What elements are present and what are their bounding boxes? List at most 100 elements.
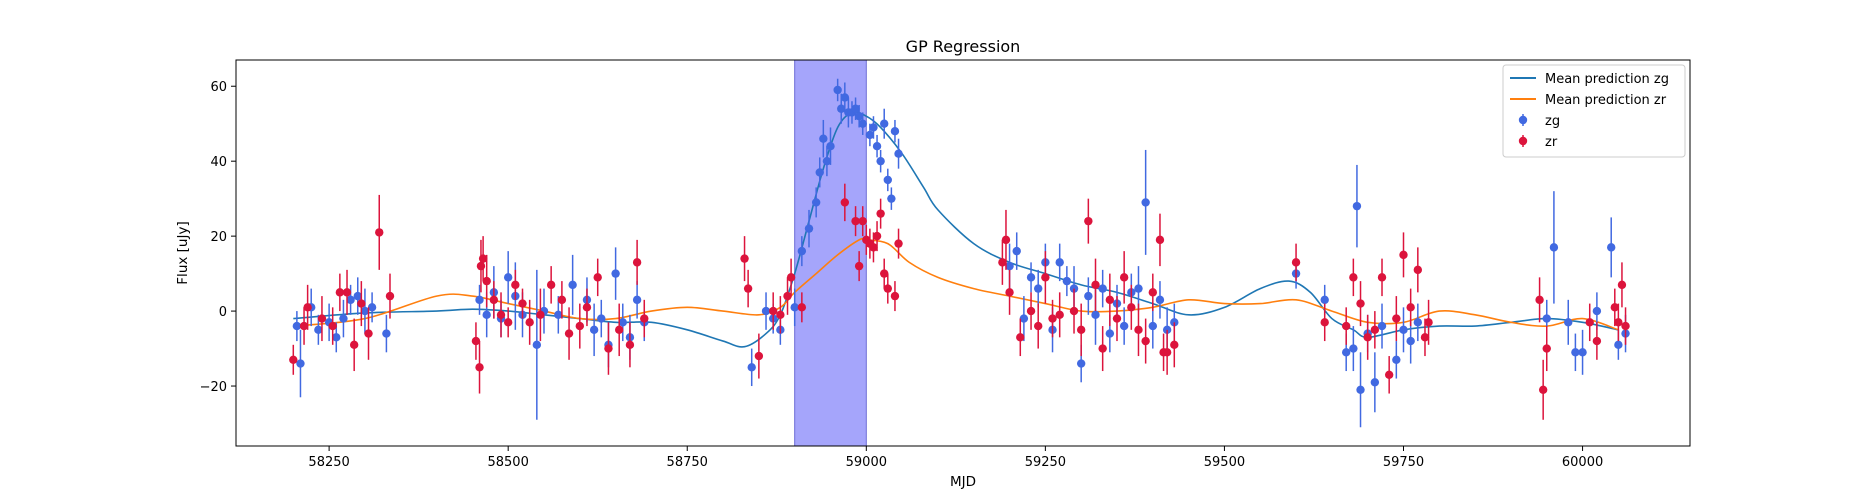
data-point-zr	[375, 228, 384, 237]
data-point-zr	[1134, 325, 1143, 335]
data-point-zr	[880, 269, 889, 278]
data-point-zr	[1413, 265, 1423, 275]
legend-item-mean-prediction-zr: Mean prediction zr	[1510, 93, 1667, 108]
data-point-zg	[761, 306, 771, 316]
legend-label: zr	[1545, 135, 1558, 150]
data-point-zg	[1578, 348, 1587, 357]
data-point-zg	[618, 318, 627, 327]
data-point-zg	[1413, 318, 1423, 327]
data-point-zr	[385, 291, 395, 301]
legend-item-zr: zr	[1518, 135, 1558, 150]
data-point-zr	[1041, 273, 1050, 282]
data-point-zg	[1141, 198, 1150, 207]
data-point-zr	[1420, 333, 1430, 342]
data-point-zg	[503, 273, 513, 282]
data-point-zg	[887, 194, 896, 203]
data-point-zr	[525, 318, 534, 327]
data-point-zr	[754, 351, 764, 361]
legend-item-mean-prediction-zg: Mean prediction zg	[1510, 72, 1669, 87]
data-point-zr	[564, 329, 574, 338]
data-point-zg	[865, 130, 875, 140]
data-point-zg	[360, 306, 370, 316]
data-point-zr	[998, 258, 1007, 267]
data-point-zg	[819, 134, 828, 143]
data-point-zg	[1170, 318, 1179, 327]
data-point-zg	[532, 340, 542, 350]
data-point-zg	[1091, 310, 1100, 320]
x-tick-label: 59250	[1025, 455, 1066, 470]
data-point-zr	[1084, 216, 1093, 226]
data-point-zg	[811, 198, 821, 207]
data-point-zr	[1535, 295, 1544, 305]
data-point-zr	[1585, 318, 1594, 327]
data-point-zg	[346, 295, 355, 305]
data-point-zg	[872, 141, 882, 151]
x-tick-label: 59500	[1204, 455, 1245, 470]
data-point-zr	[1621, 321, 1630, 331]
data-point-zg	[880, 119, 889, 128]
data-point-zg	[1084, 291, 1093, 301]
data-point-zr	[1320, 318, 1329, 327]
data-point-zr	[1155, 235, 1165, 245]
data-point-zr	[632, 258, 642, 267]
data-point-zg	[883, 175, 892, 185]
chart-title: GP Regression	[906, 37, 1021, 56]
data-point-zr	[557, 295, 567, 305]
data-point-zr	[869, 243, 878, 252]
data-point-zr	[593, 273, 602, 282]
data-point-zr	[1162, 348, 1172, 357]
data-point-zr	[299, 321, 309, 331]
data-point-zg	[475, 295, 484, 305]
x-tick-label: 59000	[846, 455, 887, 470]
data-point-zg	[1352, 201, 1362, 211]
data-point-zr	[1076, 325, 1086, 335]
data-point-zr	[303, 303, 312, 312]
data-point-zr	[1034, 321, 1043, 331]
data-point-zg	[339, 314, 348, 323]
data-point-zr	[1141, 336, 1150, 346]
data-point-zg	[1076, 359, 1086, 368]
data-point-zr	[1384, 370, 1394, 379]
data-point-zg	[1392, 355, 1401, 365]
data-point-zr	[797, 303, 807, 312]
data-point-zr	[604, 344, 613, 353]
data-point-zr	[1098, 344, 1107, 353]
data-point-zr	[1363, 333, 1372, 342]
data-point-zr	[1617, 280, 1627, 290]
data-point-zr	[894, 239, 903, 248]
data-point-zr	[1406, 303, 1415, 312]
data-point-zr	[1538, 385, 1548, 394]
x-tick-label: 58500	[487, 455, 528, 470]
data-point-zr	[854, 261, 864, 271]
data-point-zg	[1012, 246, 1021, 256]
data-point-zg	[1062, 276, 1072, 286]
data-point-zg	[1320, 295, 1329, 305]
data-point-zg	[876, 156, 885, 166]
y-axis-label: Flux [uJy]	[175, 221, 191, 284]
data-point-zg	[890, 127, 900, 136]
data-point-zr	[786, 273, 796, 282]
data-point-zg	[382, 329, 391, 338]
data-point-zg	[869, 123, 878, 132]
data-point-zr	[489, 295, 499, 305]
data-point-zr	[476, 261, 486, 271]
data-point-zg	[833, 85, 842, 95]
data-point-zg	[1542, 314, 1551, 323]
data-point-zr	[1377, 273, 1387, 282]
data-point-zr	[640, 314, 649, 323]
data-point-zr	[1148, 288, 1158, 297]
data-point-zg	[815, 168, 824, 177]
data-point-zg	[837, 104, 846, 113]
data-point-zg	[332, 333, 341, 342]
data-point-zr	[511, 280, 520, 290]
data-point-zr	[1349, 273, 1358, 282]
data-point-zr	[1016, 333, 1025, 342]
data-point-zr	[1091, 280, 1100, 290]
data-point-zg	[314, 325, 323, 335]
data-point-zr	[1370, 325, 1380, 335]
legend-label: Mean prediction zg	[1545, 72, 1669, 87]
y-tick-label: 0	[219, 305, 227, 320]
data-point-zg	[589, 325, 599, 335]
data-point-zr	[1610, 303, 1619, 312]
